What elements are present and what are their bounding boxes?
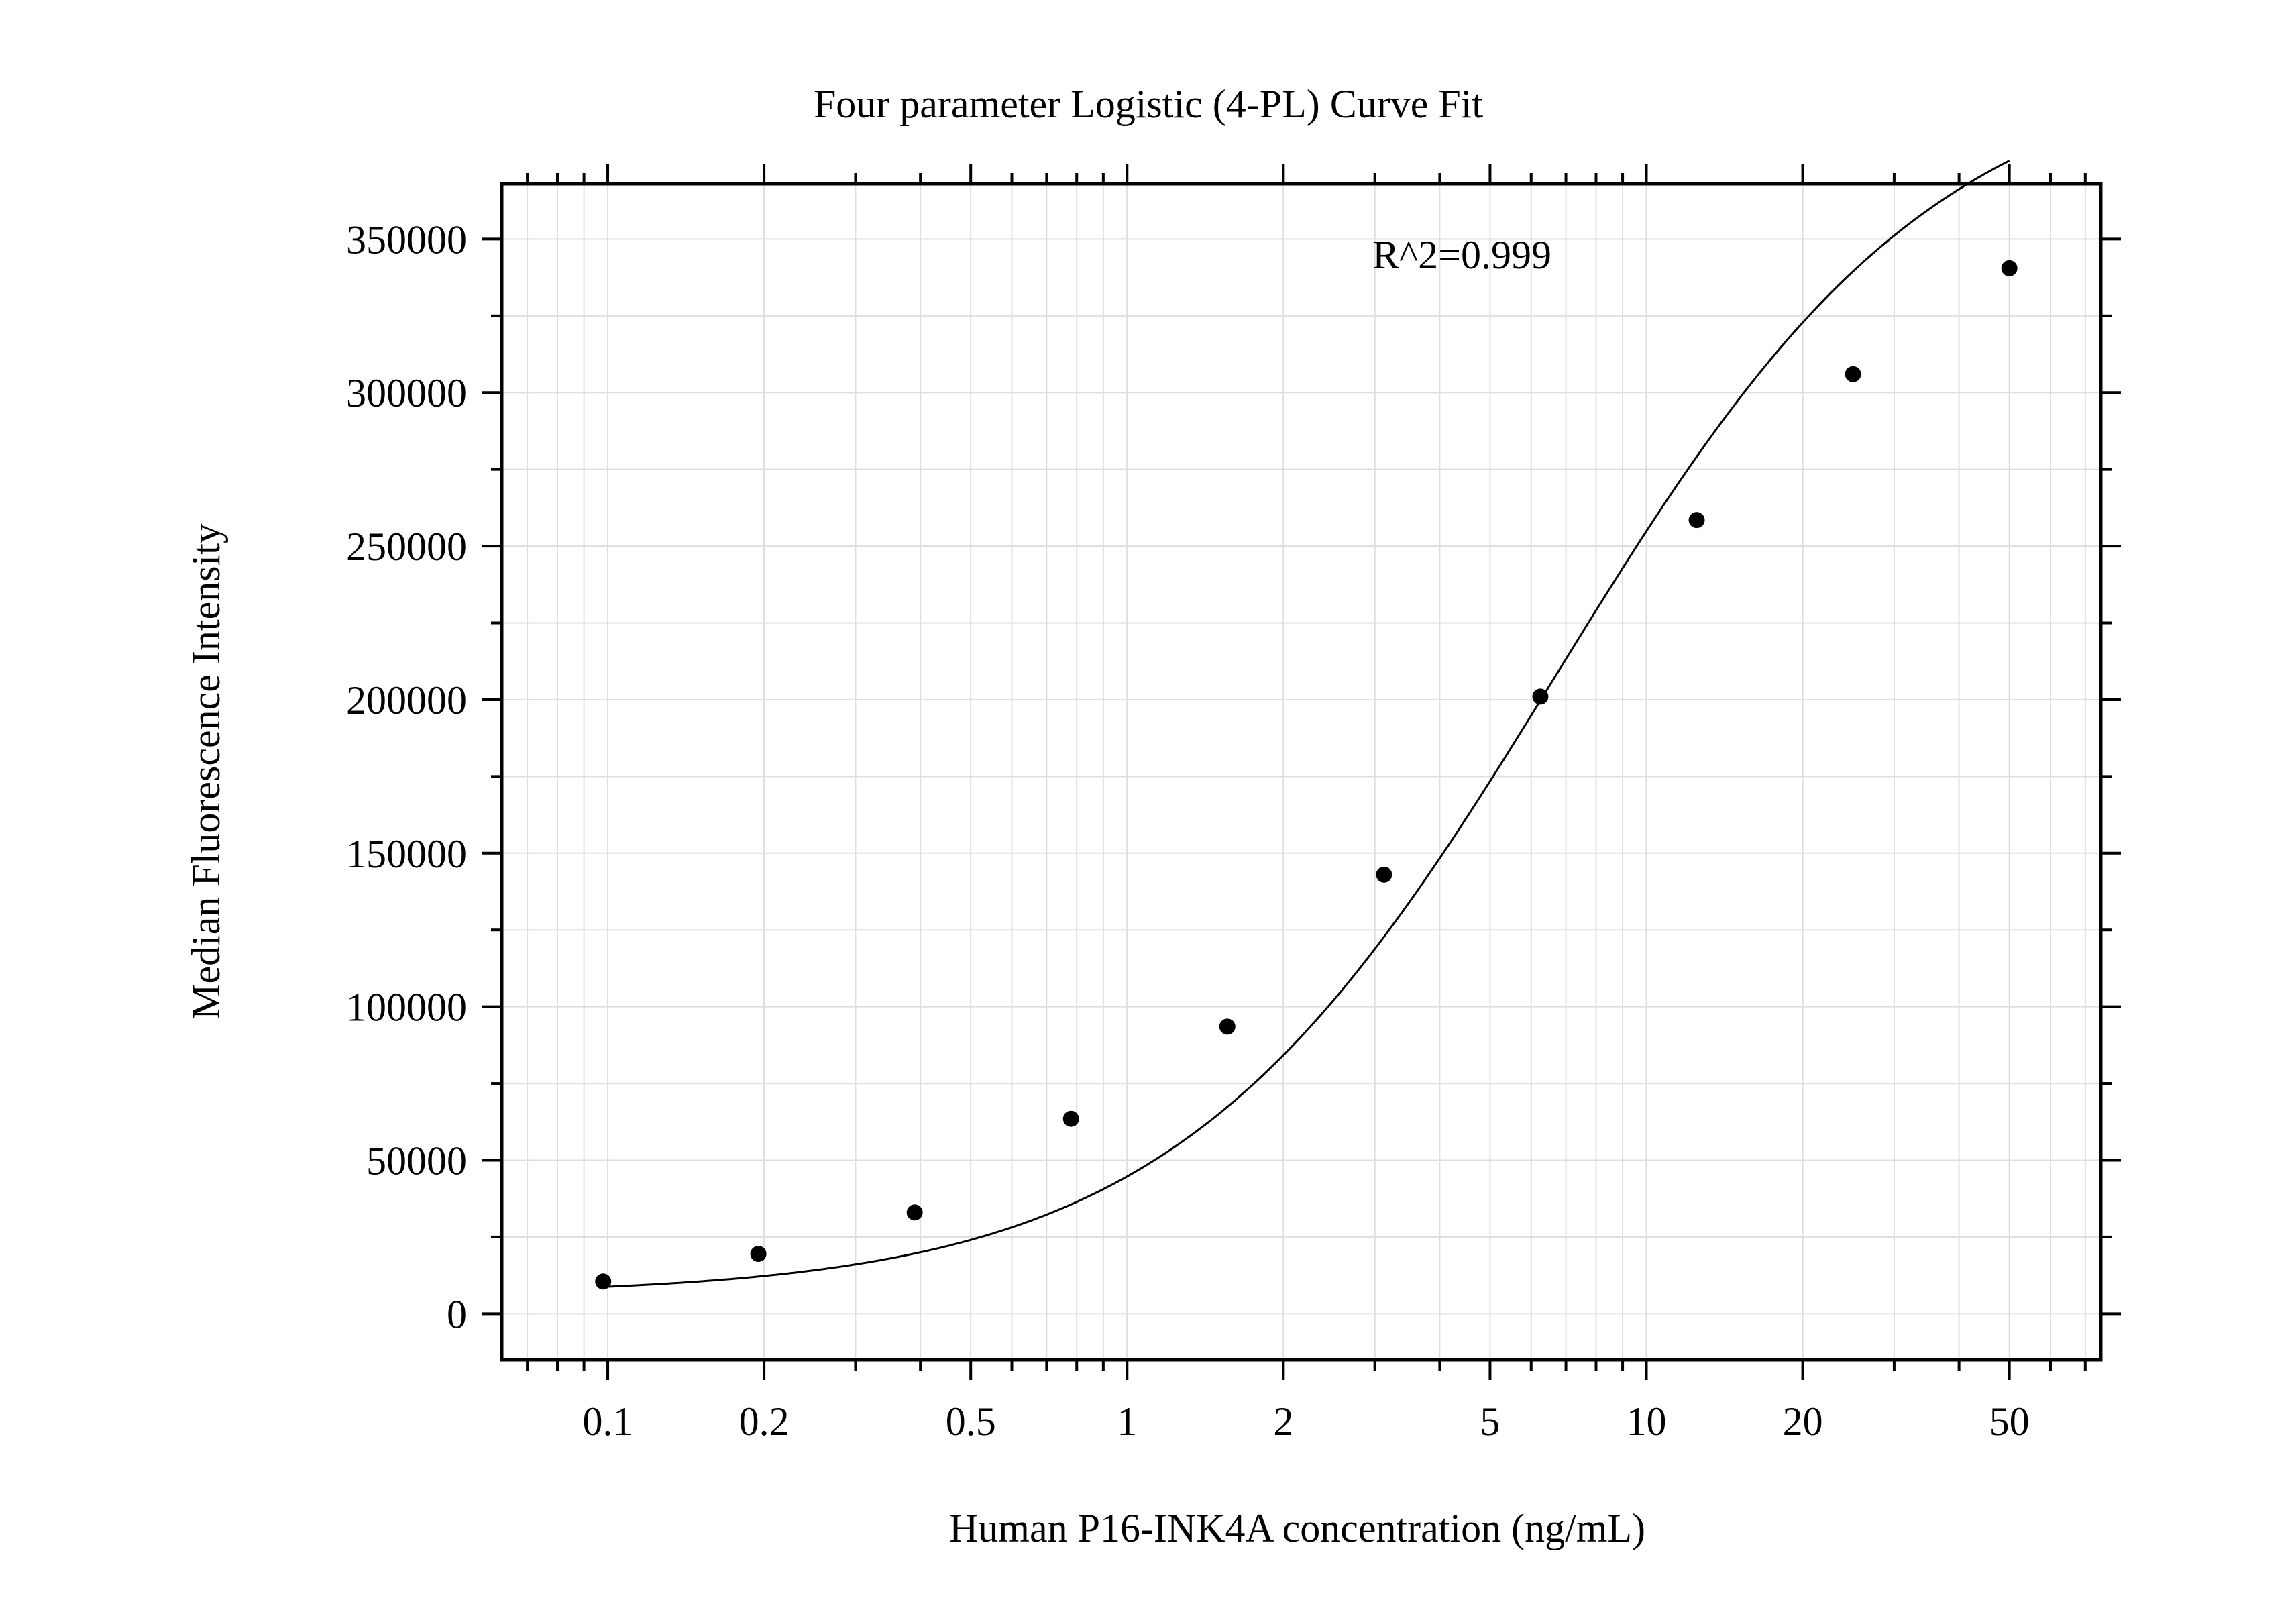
x-tick-label: 20 bbox=[1783, 1399, 1823, 1444]
x-axis: 0.1 0.2 0.5 1 2 5 10 20 50 bbox=[526, 164, 2087, 1444]
data-point bbox=[1688, 512, 1705, 529]
x-axis-label: Human P16-INK4A concentration (ng/mL) bbox=[949, 1506, 1645, 1550]
data-point bbox=[750, 1246, 767, 1263]
x-tick-label: 0.1 bbox=[583, 1399, 633, 1444]
x-tick-label: 50 bbox=[1989, 1399, 2030, 1444]
data-point bbox=[1062, 1110, 1079, 1127]
y-tick-label: 100000 bbox=[346, 985, 467, 1030]
y-tick-label: 150000 bbox=[346, 832, 467, 876]
x-tick-label: 0.2 bbox=[739, 1399, 789, 1444]
data-point bbox=[1845, 366, 1861, 382]
x-tick-label: 10 bbox=[1626, 1399, 1666, 1444]
y-axis-label: Median Fluorescence Intensity bbox=[184, 523, 228, 1020]
data-point bbox=[2001, 260, 2018, 276]
y-tick-label: 350000 bbox=[346, 217, 467, 262]
fit-curve bbox=[603, 160, 2010, 1288]
data-point bbox=[1532, 688, 1549, 705]
y-tick-label: 250000 bbox=[346, 525, 467, 569]
x-tick-label: 5 bbox=[1480, 1399, 1500, 1444]
y-tick-label: 200000 bbox=[346, 678, 467, 723]
fit-curve-layer bbox=[603, 160, 2010, 1288]
y-tick-label: 300000 bbox=[346, 371, 467, 415]
plot-frame bbox=[500, 182, 2103, 1362]
r-squared-annotation: R^2=0.999 bbox=[1372, 233, 1551, 277]
data-point bbox=[906, 1204, 923, 1221]
y-tick-label: 0 bbox=[447, 1292, 467, 1336]
x-tick-label: 0.5 bbox=[946, 1399, 996, 1444]
data-points-layer bbox=[595, 260, 2018, 1290]
data-point bbox=[595, 1273, 612, 1290]
x-tick-label: 2 bbox=[1273, 1399, 1293, 1444]
y-tick-label: 50000 bbox=[366, 1138, 467, 1183]
grid bbox=[502, 184, 2101, 1360]
y-axis: 0 50000 100000 150000 200000 250000 300000 3500… bbox=[346, 217, 2121, 1336]
x-tick-label: 1 bbox=[1117, 1399, 1137, 1444]
chart-title: Four parameter Logistic (4-PL) Curve Fit bbox=[814, 82, 1483, 126]
data-point bbox=[1376, 866, 1392, 883]
data-point bbox=[1219, 1018, 1236, 1035]
